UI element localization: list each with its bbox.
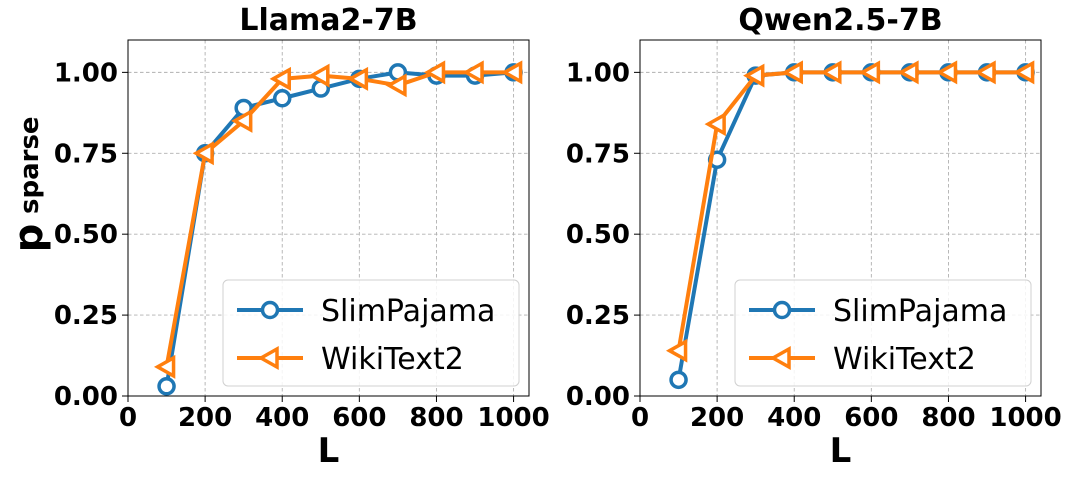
y-tick-label: 0.75 xyxy=(54,139,118,169)
x-tick-label: 1000 xyxy=(989,403,1061,433)
data-point-slimpajama xyxy=(272,89,292,108)
data-point-wikitext2 xyxy=(743,63,765,88)
data-point-wikitext2 xyxy=(820,60,842,85)
legend-label-slimpajama: SlimPajama xyxy=(833,294,1007,329)
series-line-wikitext2 xyxy=(164,70,514,368)
y-axis-label-subscript: sparse xyxy=(15,116,45,214)
data-point-wikitext2 xyxy=(192,141,214,166)
legend-label-wikitext2: WikiText2 xyxy=(321,342,464,377)
legend-label-wikitext2: WikiText2 xyxy=(833,342,976,377)
data-point-wikitext2 xyxy=(462,60,484,85)
chart-title: Qwen2.5-7B xyxy=(738,3,942,38)
x-tick-label: 200 xyxy=(178,403,232,433)
legend-label-slimpajama: SlimPajama xyxy=(321,294,495,329)
x-axis-label: L xyxy=(318,431,340,471)
data-point-wikitext2 xyxy=(858,60,881,85)
series-wikitext2 xyxy=(153,60,523,379)
series-line-slimpajama xyxy=(164,70,514,387)
legend-marker-slimpajama xyxy=(772,300,792,320)
data-point-wikitext2 xyxy=(153,354,176,379)
y-tick-label: 0.75 xyxy=(566,139,630,169)
y-tick-label: 0.25 xyxy=(54,301,118,331)
x-axis-label: L xyxy=(830,431,852,471)
y-axis-label: p xyxy=(6,224,52,253)
data-point-wikitext2 xyxy=(897,60,919,85)
y-tick-label: 0.50 xyxy=(54,220,118,250)
x-tick-label: 800 xyxy=(409,403,463,433)
x-tick-label: 600 xyxy=(332,403,386,433)
data-point-slimpajama xyxy=(669,370,688,390)
data-point-slimpajama xyxy=(157,377,176,396)
y-tick-label: 0.50 xyxy=(566,220,630,250)
axes-frame xyxy=(639,39,1042,397)
series-wikitext2 xyxy=(665,60,1035,363)
y-tick-label: 0.00 xyxy=(566,382,630,412)
x-tick-label: 1000 xyxy=(477,403,549,433)
series-line-wikitext2 xyxy=(676,70,1026,352)
data-point-wikitext2 xyxy=(308,63,330,88)
axes-frame xyxy=(127,39,530,397)
x-tick-label: 400 xyxy=(255,403,309,433)
legend: SlimPajama WikiText2 xyxy=(222,279,520,387)
data-point-wikitext2 xyxy=(385,73,407,98)
x-tick-label: 800 xyxy=(921,403,975,433)
x-tick-label: 200 xyxy=(690,403,744,433)
chart-panel-1: 0 200 400 600 800 1000 0.00 0.25 0.50 0.75 1.00 Lla… xyxy=(6,3,550,471)
chart-title: Llama2-7B xyxy=(239,3,417,38)
y-tick-label: 0.00 xyxy=(54,382,118,412)
data-point-wikitext2 xyxy=(423,60,446,85)
data-point-wikitext2 xyxy=(781,60,803,85)
legend-marker-wikitext2 xyxy=(257,346,279,370)
x-tick-label: 600 xyxy=(844,403,898,433)
data-point-wikitext2 xyxy=(974,60,996,85)
data-point-wikitext2 xyxy=(704,112,726,137)
x-tick-label: 400 xyxy=(767,403,821,433)
y-axis-label-group: p sparse xyxy=(6,116,52,252)
chart-panel-2: 0 200 400 600 800 1000 0.00 0.25 0.50 0.75 1.00 Qwe… xyxy=(566,3,1062,471)
y-tick-label: 1.00 xyxy=(54,58,118,88)
legend-marker-slimpajama xyxy=(260,300,280,320)
data-point-wikitext2 xyxy=(231,108,253,133)
legend: SlimPajama WikiText2 xyxy=(734,279,1032,387)
data-point-wikitext2 xyxy=(1013,60,1035,85)
y-tick-label: 0.25 xyxy=(566,301,630,331)
data-point-wikitext2 xyxy=(501,60,523,85)
y-tick-label: 1.00 xyxy=(566,58,630,88)
x-tick-label: 0 xyxy=(119,403,137,433)
data-point-wikitext2 xyxy=(269,66,291,91)
legend-marker-wikitext2 xyxy=(769,346,791,370)
data-point-wikitext2 xyxy=(665,338,688,363)
data-point-wikitext2 xyxy=(935,60,958,85)
x-tick-label: 0 xyxy=(631,403,649,433)
data-point-wikitext2 xyxy=(346,66,369,91)
